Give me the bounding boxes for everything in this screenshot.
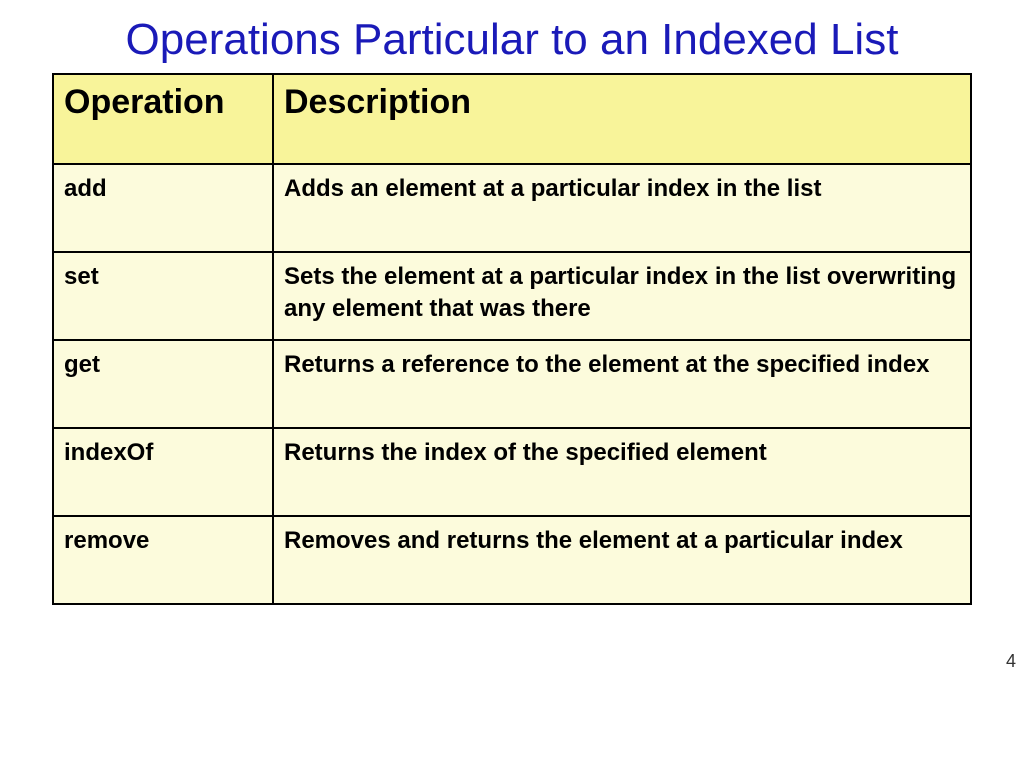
slide: Operations Particular to an Indexed List…: [0, 0, 1024, 768]
page-number: 4: [1006, 651, 1016, 672]
operations-table: Operation Description add Adds an elemen…: [52, 73, 972, 605]
table-row: set Sets the element at a particular ind…: [53, 252, 971, 340]
table-row: remove Removes and returns the element a…: [53, 516, 971, 604]
cell-description: Sets the element at a particular index i…: [273, 252, 971, 340]
cell-description: Removes and returns the element at a par…: [273, 516, 971, 604]
cell-description: Returns the index of the specified eleme…: [273, 428, 971, 516]
cell-operation: remove: [53, 516, 273, 604]
cell-operation: set: [53, 252, 273, 340]
cell-description: Adds an element at a particular index in…: [273, 164, 971, 252]
col-header-operation: Operation: [53, 74, 273, 164]
cell-operation: indexOf: [53, 428, 273, 516]
table-row: indexOf Returns the index of the specifi…: [53, 428, 971, 516]
cell-description: Returns a reference to the element at th…: [273, 340, 971, 428]
table-header-row: Operation Description: [53, 74, 971, 164]
table-row: get Returns a reference to the element a…: [53, 340, 971, 428]
cell-operation: add: [53, 164, 273, 252]
operations-table-container: Operation Description add Adds an elemen…: [52, 73, 972, 605]
cell-operation: get: [53, 340, 273, 428]
table-row: add Adds an element at a particular inde…: [53, 164, 971, 252]
col-header-description: Description: [273, 74, 971, 164]
slide-title: Operations Particular to an Indexed List: [0, 0, 1024, 73]
